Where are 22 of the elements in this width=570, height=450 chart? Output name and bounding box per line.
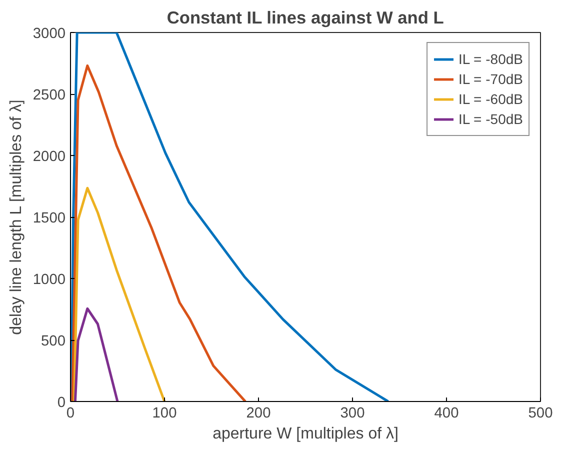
chart-title: Constant IL lines against W and L (166, 8, 444, 28)
x-tick-label: 300 (340, 406, 365, 422)
y-tick-label: 1000 (32, 272, 66, 288)
y-tick-label: 1500 (32, 210, 66, 226)
y-tick-label: 2000 (32, 149, 66, 165)
legend-label: IL = -80dB (458, 51, 523, 67)
x-axis-title: aperture W [multiples of λ] (212, 426, 398, 442)
x-tick-label: 500 (528, 406, 553, 422)
y-tick-label: 500 (41, 334, 66, 350)
y-tick-label: 0 (57, 395, 66, 411)
x-tick-label: 400 (434, 406, 459, 422)
line-series (73, 186, 166, 402)
y-tick-label: 3000 (32, 26, 66, 42)
y-axis-title: delay line length L [multiples of λ] (8, 100, 25, 335)
legend-label: IL = -70dB (458, 71, 523, 87)
x-tick-label: 100 (152, 406, 177, 422)
legend-label: IL = -60dB (458, 91, 523, 107)
line-series (74, 307, 119, 402)
y-tick-label: 2500 (32, 88, 66, 104)
x-tick-label: 200 (246, 406, 271, 422)
line-series (71, 64, 247, 402)
legend-label: IL = -50dB (458, 111, 523, 127)
